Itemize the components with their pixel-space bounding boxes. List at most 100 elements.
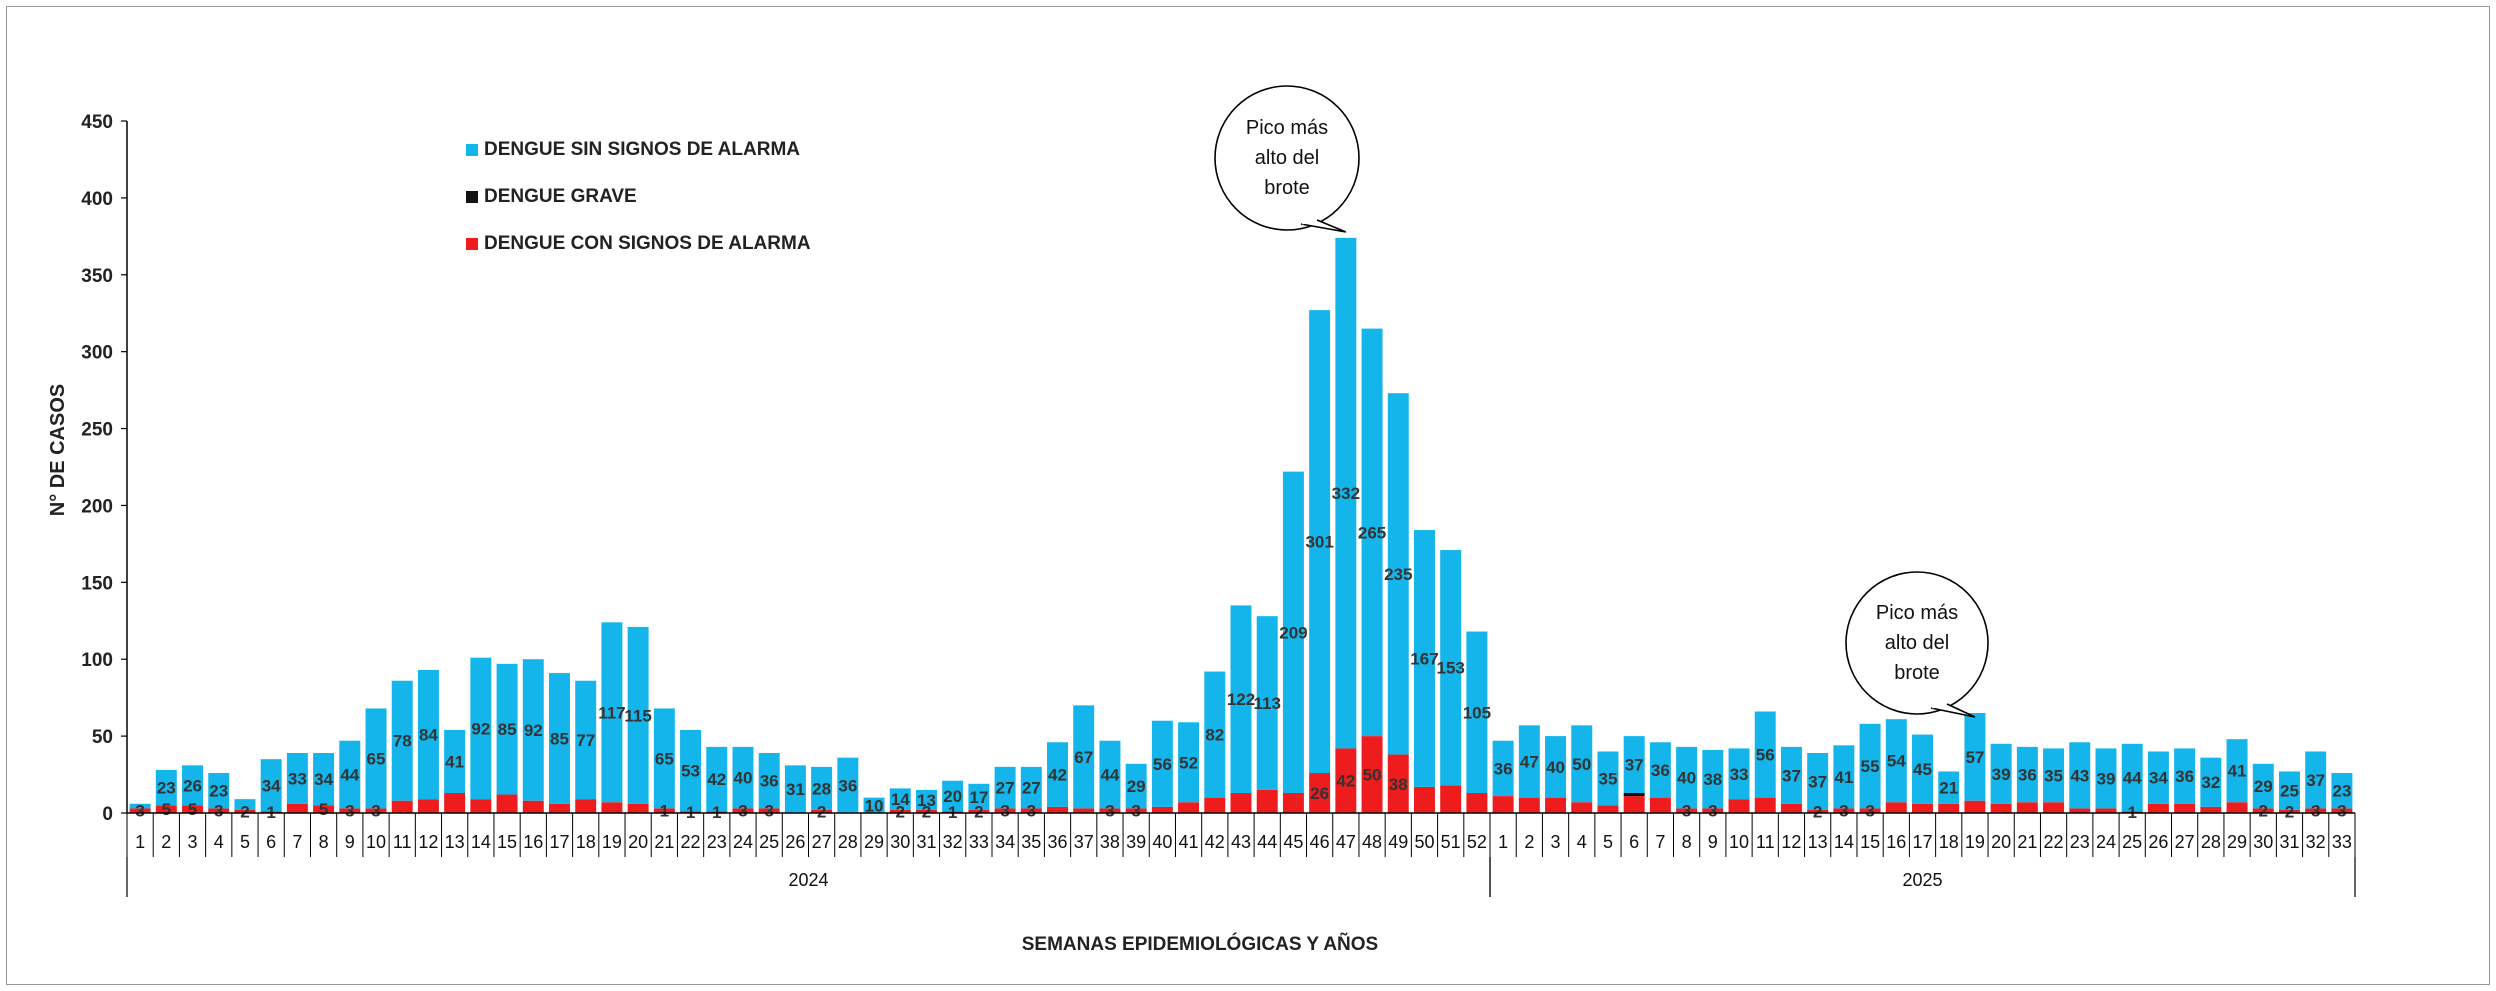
x-tick-label: 43 [1231, 832, 1251, 852]
data-label-con-signos: 3 [1708, 802, 1717, 821]
x-tick-label: 6 [266, 832, 276, 852]
x-tick-label: 14 [471, 832, 491, 852]
bar-dengue-con-signos-de-alarma [286, 803, 308, 813]
x-tick-label: 21 [654, 832, 674, 852]
bar-dengue-con-signos-de-alarma [1518, 797, 1540, 813]
x-tick-label: 34 [995, 832, 1015, 852]
y-tick-label: 250 [81, 420, 113, 441]
x-tick-label: 27 [812, 832, 832, 852]
data-label-con-signos: 2 [1813, 802, 1822, 821]
data-label-sin-signos: 32 [2201, 773, 2220, 792]
x-tick-label: 32 [943, 832, 963, 852]
data-label-sin-signos: 56 [1153, 755, 1172, 774]
bar-dengue-con-signos-de-alarma [2095, 808, 2117, 813]
x-tick-label: 6 [1629, 832, 1639, 852]
x-tick-label: 25 [2122, 832, 2142, 852]
bar-dengue-sin-signos-de-alarma [889, 788, 911, 810]
data-label-con-signos: 26 [1310, 784, 1329, 803]
bar-dengue-con-signos-de-alarma [549, 803, 570, 813]
data-label-sin-signos: 47 [1520, 752, 1539, 771]
bar-dengue-con-signos-de-alarma [575, 799, 597, 813]
x-tick-label: 3 [1551, 832, 1561, 852]
x-tick-label: 12 [1781, 832, 1801, 852]
bar-dengue-sin-signos-de-alarma [365, 708, 387, 809]
bar-dengue-sin-signos-de-alarma [1754, 711, 1776, 798]
bar-dengue-sin-signos-de-alarma [1990, 743, 2012, 804]
data-label-sin-signos: 41 [1834, 768, 1853, 787]
bar-dengue-sin-signos-de-alarma [1492, 740, 1514, 797]
data-label-con-signos: 3 [1682, 802, 1691, 821]
bar-dengue-con-signos-de-alarma [627, 803, 649, 813]
bar-dengue-sin-signos-de-alarma [2331, 773, 2353, 809]
bar-dengue-sin-signos-de-alarma [286, 753, 308, 804]
data-label-con-signos: 2 [2285, 802, 2294, 821]
bar-dengue-con-signos-de-alarma [1545, 797, 1567, 813]
x-tick-label: 28 [2201, 832, 2221, 852]
bar-dengue-con-signos-de-alarma [2069, 808, 2091, 813]
callout-pointer-mask [1301, 217, 1317, 225]
bar-dengue-con-signos-de-alarma [444, 793, 466, 813]
bar-dengue-con-signos-de-alarma [758, 808, 780, 813]
chart-frame [6, 6, 2490, 985]
bar-dengue-con-signos-de-alarma [1964, 800, 1986, 813]
data-label-con-signos: 3 [738, 802, 747, 821]
bar-dengue-con-signos-de-alarma [1859, 808, 1881, 813]
x-tick-label: 36 [1048, 832, 1068, 852]
bar-dengue-sin-signos-de-alarma [1676, 746, 1698, 809]
bar-dengue-con-signos-de-alarma [2252, 808, 2274, 813]
x-tick-label: 31 [916, 832, 936, 852]
bar-dengue-sin-signos-de-alarma [339, 740, 361, 809]
bar-dengue-sin-signos-de-alarma [2069, 742, 2091, 809]
bar-dengue-con-signos-de-alarma [1099, 808, 1121, 813]
data-label-sin-signos: 57 [1965, 748, 1984, 767]
bar-dengue-con-signos-de-alarma [1728, 799, 1750, 813]
bar-dengue-sin-signos-de-alarma [1938, 771, 1960, 804]
bar-dengue-sin-signos-de-alarma [1361, 328, 1383, 737]
callout-text: Pico más [1876, 602, 1958, 624]
x-tick-label: 8 [1682, 832, 1692, 852]
bar-dengue-sin-signos-de-alarma [1151, 720, 1173, 807]
data-label-con-signos: 2 [240, 802, 249, 821]
axes: 0 50 100 150 200 250 300 350 400 450 [81, 112, 128, 825]
x-tick-label: 25 [759, 832, 779, 852]
bar-dengue-con-signos-de-alarma [1571, 802, 1593, 813]
data-label-sin-signos: 301 [1305, 533, 1333, 552]
bar-dengue-con-signos-de-alarma [155, 805, 177, 813]
data-label-con-signos: 2 [817, 802, 826, 821]
data-label-sin-signos: 37 [1782, 766, 1801, 785]
x-tick-label: 2 [161, 832, 171, 852]
x-tick-label: 24 [2096, 832, 2116, 852]
bar-dengue-sin-signos-de-alarma [1413, 530, 1435, 787]
x-tick-label: 12 [418, 832, 438, 852]
bar-dengue-sin-signos-de-alarma [391, 680, 413, 801]
bar-dengue-con-signos-de-alarma [1807, 809, 1829, 813]
x-tick-label: 22 [681, 832, 701, 852]
bar-dengue-sin-signos-de-alarma [2226, 739, 2248, 803]
callout-pointer [1300, 219, 1347, 233]
x-tick-label: 2 [1524, 832, 1534, 852]
bar-dengue-sin-signos-de-alarma [1440, 550, 1462, 786]
data-label-sin-signos: 54 [1887, 752, 1906, 771]
bar-dengue-sin-signos-de-alarma [417, 669, 439, 800]
x-tick-label: 13 [445, 832, 465, 852]
data-label-con-signos: 5 [319, 800, 328, 819]
bar-dengue-con-signos-de-alarma [2278, 809, 2300, 813]
data-label-sin-signos: 34 [262, 776, 281, 795]
bar-dengue-con-signos-de-alarma [1938, 803, 1960, 813]
bar-dengue-con-signos-de-alarma [2174, 803, 2196, 813]
bar-dengue-sin-signos-de-alarma [2043, 748, 2065, 803]
y-tick-label: 100 [81, 650, 113, 671]
bar-dengue-sin-signos-de-alarma [2174, 748, 2196, 804]
x-tick-label: 5 [1603, 832, 1613, 852]
data-label-con-signos: 2 [974, 802, 983, 821]
bar-dengue-sin-signos-de-alarma [653, 708, 675, 809]
bar-dengue-sin-signos-de-alarma [2305, 751, 2327, 809]
x-tick-label: 38 [1100, 832, 1120, 852]
x-tick-label: 11 [1756, 832, 1775, 852]
bar-dengue-sin-signos-de-alarma [942, 780, 964, 812]
data-label-sin-signos: 44 [1100, 766, 1119, 785]
x-tick-label: 29 [864, 832, 884, 852]
bar-dengue-con-signos-de-alarma [391, 800, 413, 813]
x-tick-label: 4 [214, 832, 224, 852]
data-label-sin-signos: 40 [1677, 769, 1696, 788]
